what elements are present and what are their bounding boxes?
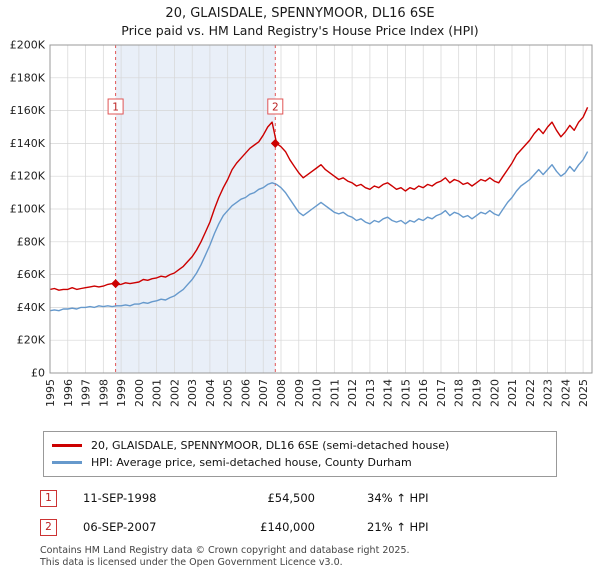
svg-text:2024: 2024 <box>559 379 572 407</box>
svg-text:£40K: £40K <box>17 301 46 314</box>
svg-text:2005: 2005 <box>222 379 235 407</box>
svg-text:2017: 2017 <box>435 379 448 407</box>
svg-text:1998: 1998 <box>97 379 110 407</box>
svg-text:2014: 2014 <box>382 379 395 407</box>
hpi-line-swatch <box>52 461 82 465</box>
transactions-list: 1 11-SEP-1998 £54,500 34% ↑ HPI 2 06-SEP… <box>40 487 600 538</box>
price-chart: 1995 1996 1997 1998 1999 2000 2001 2002 2003 2004… <box>10 39 593 407</box>
svg-text:£80K: £80K <box>17 235 46 248</box>
transaction-price: £54,500 <box>267 491 315 506</box>
svg-text:2023: 2023 <box>542 379 555 407</box>
svg-text:£20K: £20K <box>17 334 46 347</box>
transaction-price: £140,000 <box>260 520 315 535</box>
transaction-date: 11-SEP-1998 <box>83 491 157 506</box>
svg-text:£120K: £120K <box>10 170 46 183</box>
svg-text:1: 1 <box>112 102 119 114</box>
svg-text:2008: 2008 <box>275 379 288 407</box>
svg-text:2009: 2009 <box>293 379 306 407</box>
svg-text:2013: 2013 <box>364 379 377 407</box>
legend-item-property: 20, GLAISDALE, SPENNYMOOR, DL16 6SE (sem… <box>52 437 548 454</box>
svg-text:2012: 2012 <box>346 379 359 407</box>
page-subtitle: Price paid vs. HM Land Registry's House … <box>121 22 479 38</box>
svg-text:£0: £0 <box>31 367 45 380</box>
footer-line-2: This data is licensed under the Open Gov… <box>40 557 343 569</box>
page-title: 20, GLAISDALE, SPENNYMOOR, DL16 6SE <box>165 6 435 21</box>
svg-text:2000: 2000 <box>133 379 146 407</box>
transaction-row: 2 06-SEP-2007 £140,000 21% ↑ HPI <box>40 516 600 538</box>
svg-text:2004: 2004 <box>204 379 217 407</box>
svg-text:2025: 2025 <box>577 379 590 407</box>
legend-item-hpi: HPI: Average price, semi-detached house,… <box>52 454 548 471</box>
svg-text:£140K: £140K <box>10 137 46 150</box>
transaction-row: 1 11-SEP-1998 £54,500 34% ↑ HPI <box>40 487 600 509</box>
svg-text:2010: 2010 <box>311 379 324 407</box>
svg-text:2019: 2019 <box>471 379 484 407</box>
svg-text:2018: 2018 <box>453 379 466 407</box>
svg-text:1995: 1995 <box>44 379 57 407</box>
svg-text:2: 2 <box>272 102 279 114</box>
license-footer: Contains HM Land Registry data © Crown c… <box>40 545 600 569</box>
chart-header: 20, GLAISDALE, SPENNYMOOR, DL16 6SE Pric… <box>0 0 600 39</box>
legend-label: 20, GLAISDALE, SPENNYMOOR, DL16 6SE (sem… <box>91 439 450 453</box>
svg-text:2002: 2002 <box>168 379 181 407</box>
svg-text:2001: 2001 <box>151 379 164 407</box>
svg-text:2011: 2011 <box>328 379 341 407</box>
svg-text:£60K: £60K <box>17 268 46 281</box>
svg-text:2015: 2015 <box>399 379 412 407</box>
svg-text:£160K: £160K <box>10 104 46 117</box>
svg-text:£180K: £180K <box>10 71 46 84</box>
legend-label: HPI: Average price, semi-detached house,… <box>91 456 412 470</box>
chart-legend: 20, GLAISDALE, SPENNYMOOR, DL16 6SE (sem… <box>43 431 557 478</box>
svg-text:2020: 2020 <box>488 379 501 407</box>
transaction-date: 06-SEP-2007 <box>83 520 157 535</box>
svg-text:1996: 1996 <box>62 379 75 407</box>
svg-text:1997: 1997 <box>80 379 93 407</box>
svg-text:2003: 2003 <box>186 379 199 407</box>
svg-text:2016: 2016 <box>417 379 430 407</box>
footer-line-1: Contains HM Land Registry data © Crown c… <box>40 545 410 557</box>
property-line-swatch <box>52 444 82 448</box>
svg-text:2021: 2021 <box>506 379 519 407</box>
svg-text:2007: 2007 <box>257 379 270 407</box>
price-chart-area: 1995 1996 1997 1998 1999 2000 2001 2002 2003 2004… <box>0 39 600 431</box>
svg-text:2006: 2006 <box>240 379 253 407</box>
transaction-number-badge: 1 <box>40 489 57 507</box>
svg-text:£100K: £100K <box>10 203 46 216</box>
svg-text:£200K: £200K <box>10 39 46 52</box>
svg-text:1999: 1999 <box>115 379 128 407</box>
transaction-hpi-delta: 21% ↑ HPI <box>367 520 429 535</box>
transaction-hpi-delta: 34% ↑ HPI <box>367 491 429 506</box>
transaction-number-badge: 2 <box>40 518 57 536</box>
svg-text:2022: 2022 <box>524 379 537 407</box>
